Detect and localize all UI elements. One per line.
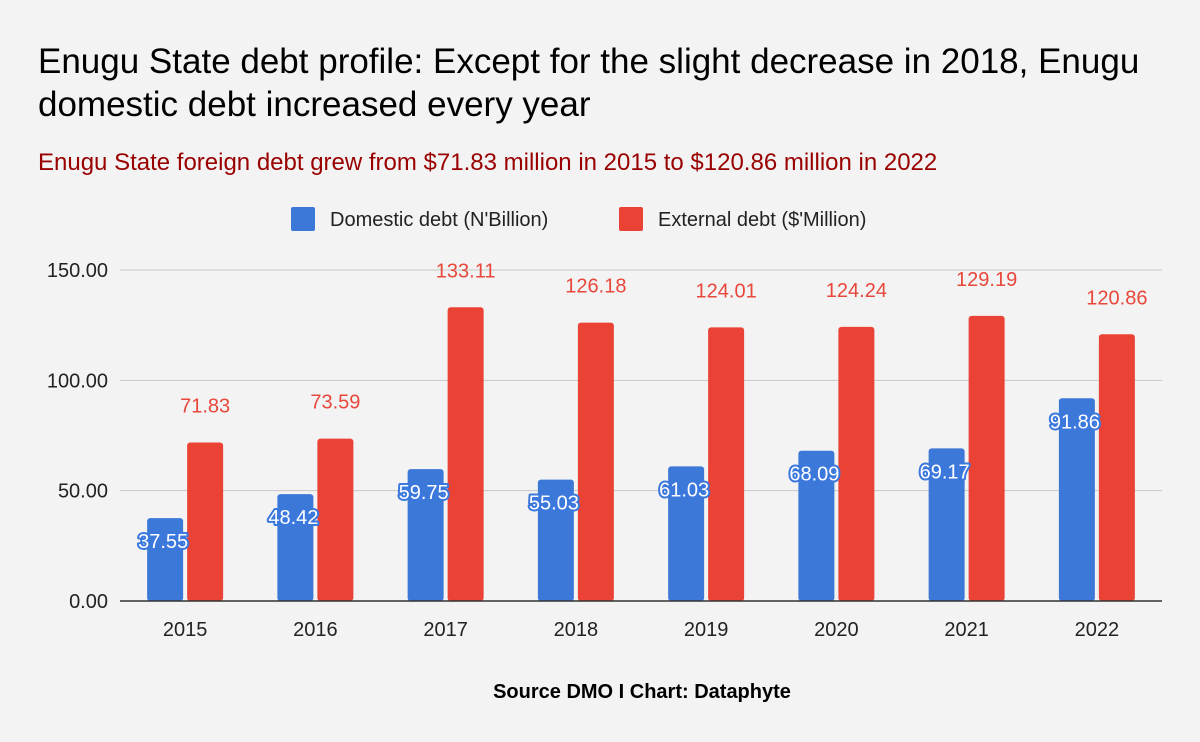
gridlines [120, 269, 1162, 492]
bar-domestic [277, 494, 314, 601]
bar-domestic [407, 469, 444, 601]
bars [147, 307, 1135, 601]
bar-domestic [928, 448, 965, 601]
data-label-domestic: 61.03 [659, 479, 709, 501]
data-label-domestic: 91.86 [1050, 411, 1100, 433]
data-label-external: 124.01 [696, 280, 757, 302]
bar-domestic [668, 466, 705, 601]
legend-swatch-domestic [291, 207, 315, 231]
y-tick-label: 100.00 [47, 370, 108, 392]
legend-label-external: External debt ($'Million) [658, 209, 866, 231]
x-axis-ticks: 2015 2016 2017 2018 2019 2020 2021 2022 [163, 619, 1119, 641]
bar-domestic [798, 450, 835, 601]
chart-title: Enugu State debt profile: Except for the… [38, 42, 1140, 124]
x-tick-label: 2016 [293, 619, 338, 641]
data-label-domestic: 37.55 [138, 531, 188, 553]
chart-subtitle: Enugu State foreign debt grew from $71.8… [38, 149, 938, 176]
data-label-domestic: 55.03 [529, 493, 579, 515]
data-label-domestic: 59.75 [399, 482, 449, 504]
data-label-external: 124.24 [826, 280, 887, 302]
y-axis-ticks: 0.00 50.00 100.00 150.00 [47, 260, 108, 613]
x-tick-label: 2015 [163, 619, 208, 641]
data-labels: 37.55 71.83 48.42 73.59 59.75 133.11 55.03 126.… [136, 260, 1147, 555]
bar-external [187, 442, 224, 601]
bar-external [1098, 334, 1135, 601]
bar-external [708, 327, 745, 601]
y-tick-label: 50.00 [58, 481, 108, 503]
legend-swatch-external [619, 207, 643, 231]
data-label-external: 120.86 [1086, 287, 1147, 309]
x-tick-label: 2017 [423, 619, 468, 641]
bar-domestic [1058, 398, 1095, 601]
x-tick-label: 2018 [554, 619, 599, 641]
y-tick-label: 150.00 [47, 260, 108, 282]
bar-external [968, 315, 1005, 601]
data-label-external: 129.19 [956, 269, 1017, 291]
bar-external [838, 326, 875, 601]
source-note: Source DMO I Chart: Dataphyte [493, 681, 791, 703]
bar-external [317, 438, 354, 601]
x-tick-label: 2020 [814, 619, 859, 641]
data-label-external: 73.59 [310, 392, 360, 414]
x-tick-label: 2022 [1075, 619, 1120, 641]
data-label-external: 126.18 [565, 276, 626, 298]
x-tick-label: 2021 [944, 619, 989, 641]
data-label-domestic: 68.09 [789, 464, 839, 486]
legend: Domestic debt (N'Billion) External debt … [291, 207, 866, 231]
x-tick-label: 2019 [684, 619, 729, 641]
bar-external [577, 322, 614, 601]
bar-domestic [537, 479, 574, 601]
legend-label-domestic: Domestic debt (N'Billion) [330, 209, 548, 231]
data-label-domestic: 69.17 [920, 461, 970, 483]
bar-domestic [147, 518, 184, 601]
y-tick-label: 0.00 [69, 591, 108, 613]
data-label-domestic: 48.42 [268, 507, 318, 529]
data-label-external: 133.11 [436, 260, 496, 282]
bar-external [447, 307, 484, 601]
data-label-external: 71.83 [180, 395, 230, 417]
